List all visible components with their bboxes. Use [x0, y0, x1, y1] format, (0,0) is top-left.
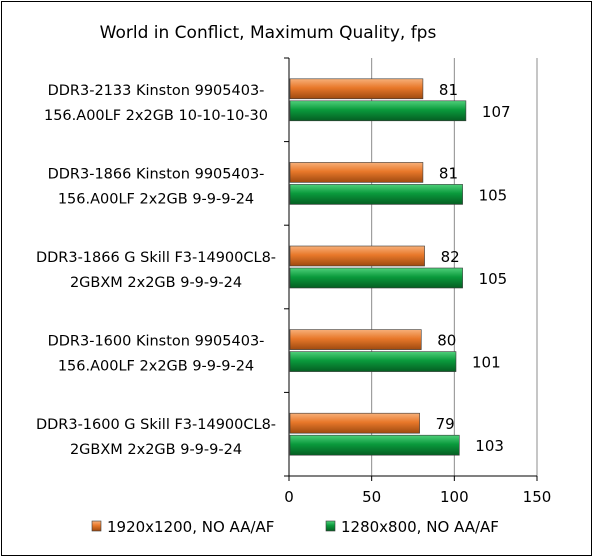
- category-label: 156.A00LF 2x2GB 9-9-9-24: [58, 191, 254, 207]
- bar-series1-cat1: [289, 184, 463, 205]
- legend: 1920x1200, NO AA/AF 1280x800, NO AA/AF: [91, 518, 499, 536]
- data-label: 82: [441, 248, 460, 266]
- x-tick-label: 150: [523, 488, 552, 506]
- bar-series1-cat0: [289, 100, 467, 122]
- legend-label: 1920x1200, NO AA/AF: [107, 518, 274, 536]
- data-label: 107: [482, 103, 511, 121]
- gridlines: [371, 58, 538, 476]
- category-label: DDR3-1866 Kinston 9905403-: [48, 166, 265, 182]
- axes: 0 50 100 150: [284, 57, 552, 506]
- bar-series0-cat1: [289, 162, 424, 183]
- bar-series0-cat0: [289, 78, 424, 100]
- data-label: 103: [475, 437, 504, 455]
- category-label: 156.A00LF 2x2GB 9-9-9-24: [58, 359, 254, 375]
- data-label: 105: [479, 270, 508, 288]
- bar-series1-cat3: [289, 351, 457, 372]
- x-tick-label: 50: [362, 488, 381, 506]
- x-tick-label: 0: [284, 488, 294, 506]
- category-label: DDR3-1600 Kinston 9905403-: [48, 334, 265, 350]
- chart-title: World in Conflict, Maximum Quality, fps: [100, 23, 437, 43]
- bar-series0-cat2: [289, 245, 425, 267]
- legend-swatch-1: [325, 520, 336, 532]
- legend-swatch-0: [91, 520, 102, 532]
- legend-label: 1280x800, NO AA/AF: [341, 518, 499, 536]
- category-label: 156.A00LF 2x2GB 10-10-10-30: [44, 108, 268, 124]
- x-tick-label: 100: [440, 488, 469, 506]
- bar-series0-cat4: [289, 412, 420, 434]
- data-label: 101: [472, 354, 501, 372]
- category-label: DDR3-1600 G Skill F3-14900CL8-: [36, 417, 276, 433]
- bar-series1-cat2: [289, 267, 463, 289]
- data-label: 81: [439, 81, 458, 99]
- data-label: 105: [479, 186, 508, 204]
- category-labels: DDR3-2133 Kinston 9905403- 156.A00LF 2x2G…: [36, 83, 276, 458]
- category-label: DDR3-2133 Kinston 9905403-: [48, 83, 265, 99]
- category-label: 2GBXM 2x2GB 9-9-9-24: [70, 442, 242, 458]
- data-label: 79: [436, 415, 455, 433]
- data-label: 81: [439, 164, 458, 182]
- bars: 81 107 81 105 82 105 80 101 79 103: [289, 78, 511, 456]
- data-label: 80: [437, 332, 456, 350]
- bar-series1-cat4: [289, 434, 460, 456]
- category-label: 2GBXM 2x2GB 9-9-9-24: [70, 275, 242, 291]
- category-label: DDR3-1866 G Skill F3-14900CL8-: [36, 250, 276, 266]
- bar-series0-cat3: [289, 329, 422, 350]
